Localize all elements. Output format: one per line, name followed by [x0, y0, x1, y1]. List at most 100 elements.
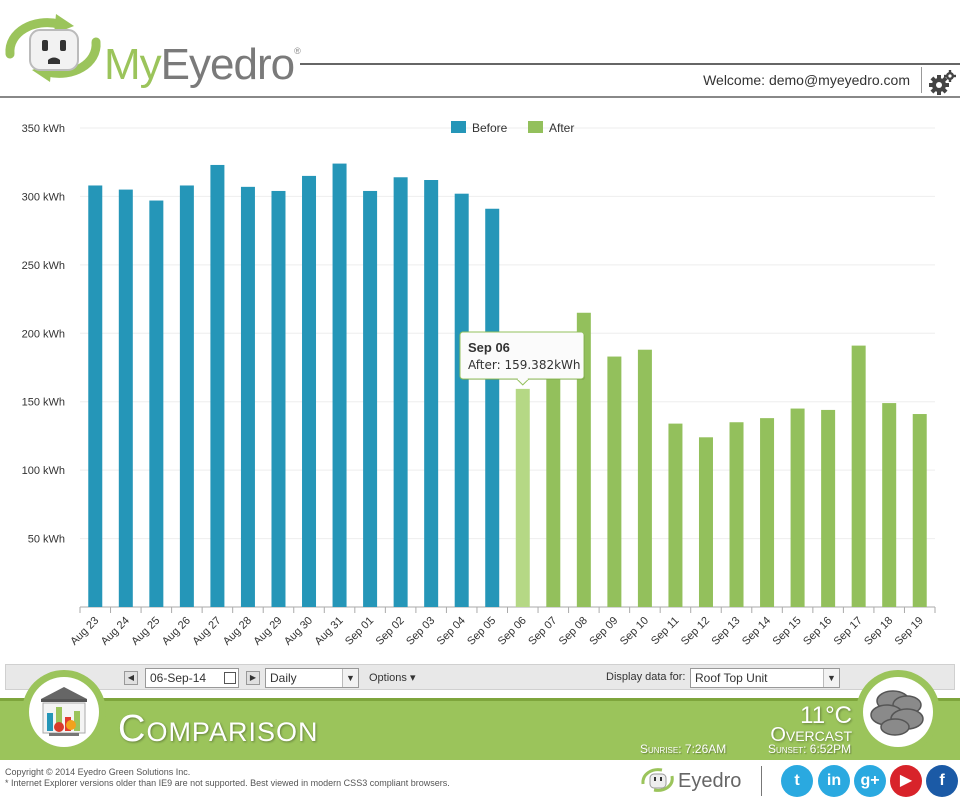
- bar-before: [363, 190, 378, 607]
- chart-svg: 50 kWh 100 kWh 150 kWh 200 kWh 250 kWh 300 kW…: [22, 121, 936, 648]
- browser-note: * Internet Explorer versions older than …: [5, 778, 450, 788]
- myeyedro-logo[interactable]: MyEyedro®: [4, 14, 304, 89]
- x-tick-label: Sep 16: [801, 615, 834, 648]
- bar-after: [698, 437, 713, 607]
- bar-before: [271, 190, 286, 607]
- x-tick-label: Sep 17: [832, 615, 865, 648]
- y-tick-label: 150 kWh: [22, 397, 65, 409]
- legend-swatch-before: [451, 121, 466, 133]
- bar-after: [607, 356, 622, 607]
- bar-before: [210, 164, 225, 608]
- date-value: 06-Sep-14: [150, 671, 207, 685]
- twitter-icon[interactable]: t: [781, 765, 813, 797]
- x-tick-label: Sep 05: [465, 615, 498, 648]
- comparison-chart: 50 kWh 100 kWh 150 kWh 200 kWh 250 kWh 300 kW…: [0, 100, 960, 660]
- legend-swatch-after: [528, 121, 543, 133]
- youtube-icon[interactable]: ▶: [890, 765, 922, 797]
- bar-before: [393, 177, 408, 608]
- header-divider: [300, 63, 960, 65]
- eyedro-footer-logo[interactable]: Eyedro: [640, 766, 742, 794]
- bar-after: [790, 408, 805, 607]
- settings-gear-icon[interactable]: [928, 68, 958, 96]
- next-period-button[interactable]: ▶: [246, 671, 260, 685]
- gear-separator: [921, 67, 922, 93]
- cloud-weather-icon: [863, 677, 933, 747]
- x-tick-label: Sep 08: [557, 615, 590, 648]
- linkedin-icon[interactable]: in: [818, 765, 850, 797]
- options-menu[interactable]: Options ▾: [369, 672, 416, 684]
- bar-before: [88, 185, 103, 607]
- x-tick-label: Sep 18: [862, 615, 895, 648]
- y-tick-label: 250 kWh: [22, 260, 65, 272]
- bar-before: [240, 186, 255, 607]
- logo-registered-mark: ®: [294, 46, 301, 56]
- tooltip-value: After: 159.382kWh: [468, 358, 581, 372]
- bar-after: [515, 388, 530, 607]
- x-tick-label: Sep 07: [526, 615, 559, 648]
- x-tick-label: Sep 14: [740, 615, 773, 648]
- header: MyEyedro® Welcome: demo@myeyedro.com: [0, 0, 960, 98]
- x-tick-label: Aug 23: [68, 615, 101, 648]
- legend-label-after: After: [549, 121, 574, 135]
- weather-condition: Overcast: [770, 724, 852, 746]
- bar-after: [546, 378, 561, 607]
- bar-before: [149, 200, 164, 607]
- footer-separator: [761, 766, 762, 796]
- x-tick-label: Sep 11: [649, 615, 682, 648]
- y-tick-label: 300 kWh: [22, 191, 65, 203]
- date-input[interactable]: 06-Sep-14: [145, 668, 239, 688]
- x-tick-label: Sep 13: [709, 615, 742, 648]
- x-tick-label: Aug 28: [221, 615, 254, 648]
- previous-period-button[interactable]: ◀: [124, 671, 138, 685]
- outlet-logo-icon: [5, 14, 101, 82]
- bar-before: [424, 180, 439, 607]
- page-title: Comparison: [118, 708, 319, 750]
- bar-after: [821, 409, 836, 607]
- x-tick-label: Sep 04: [435, 615, 468, 648]
- chevron-down-icon: ▼: [342, 669, 358, 687]
- bar-after: [912, 414, 927, 607]
- x-tick-label: Sep 06: [496, 615, 529, 648]
- x-tick-label: Aug 25: [129, 615, 162, 648]
- y-tick-label: 100 kWh: [22, 465, 65, 477]
- y-tick-label: 350 kWh: [22, 123, 65, 135]
- calendar-icon[interactable]: [224, 672, 236, 684]
- y-tick-label: 200 kWh: [22, 328, 65, 340]
- legend-label-before: Before: [472, 121, 508, 135]
- x-tick-label: Sep 09: [587, 615, 620, 648]
- bar-before: [485, 208, 500, 607]
- googleplus-icon[interactable]: g+: [854, 765, 886, 797]
- period-value: Daily: [270, 671, 297, 685]
- period-select[interactable]: Daily ▼: [265, 668, 359, 688]
- chevron-down-icon: ▼: [823, 669, 839, 687]
- tooltip-pointer-mask: [517, 377, 528, 380]
- bar-before: [332, 163, 347, 607]
- footer-text: Copyright © 2014 Eyedro Green Solutions …: [5, 767, 450, 789]
- logo-text: MyEyedro®: [104, 40, 301, 90]
- sunset-time: Sunset: 6:52PM: [768, 742, 852, 756]
- page-banner: [0, 698, 960, 760]
- x-tick-label: Sep 10: [618, 615, 651, 648]
- bar-after: [729, 422, 744, 607]
- chart-toolbar: ◀ 06-Sep-14 ▶ Daily ▼ Options ▾ Display …: [5, 664, 955, 690]
- bar-before: [118, 189, 133, 607]
- x-tick-label: Aug 26: [160, 615, 193, 648]
- x-tick-label: Aug 29: [251, 615, 284, 648]
- bar-after: [637, 349, 652, 607]
- x-tick-label: Sep 12: [679, 615, 712, 648]
- x-tick-label: Aug 24: [99, 615, 132, 648]
- x-tick-label: Sep 02: [374, 615, 407, 648]
- device-select[interactable]: Roof Top Unit ▼: [690, 668, 840, 688]
- footer-logo-text: Eyedro: [678, 770, 742, 792]
- x-tick-label: Sep 03: [404, 615, 437, 648]
- display-data-label: Display data for:: [606, 671, 686, 683]
- bar-after: [882, 403, 897, 607]
- bar-before: [179, 185, 194, 607]
- x-tick-label: Aug 31: [313, 615, 346, 648]
- sunrise-time: Sunrise: 7:26AM: [640, 742, 727, 756]
- x-tick-label: Sep 15: [771, 615, 804, 648]
- facebook-icon[interactable]: f: [926, 765, 958, 797]
- bar-before: [454, 193, 469, 607]
- bar-before: [302, 175, 317, 607]
